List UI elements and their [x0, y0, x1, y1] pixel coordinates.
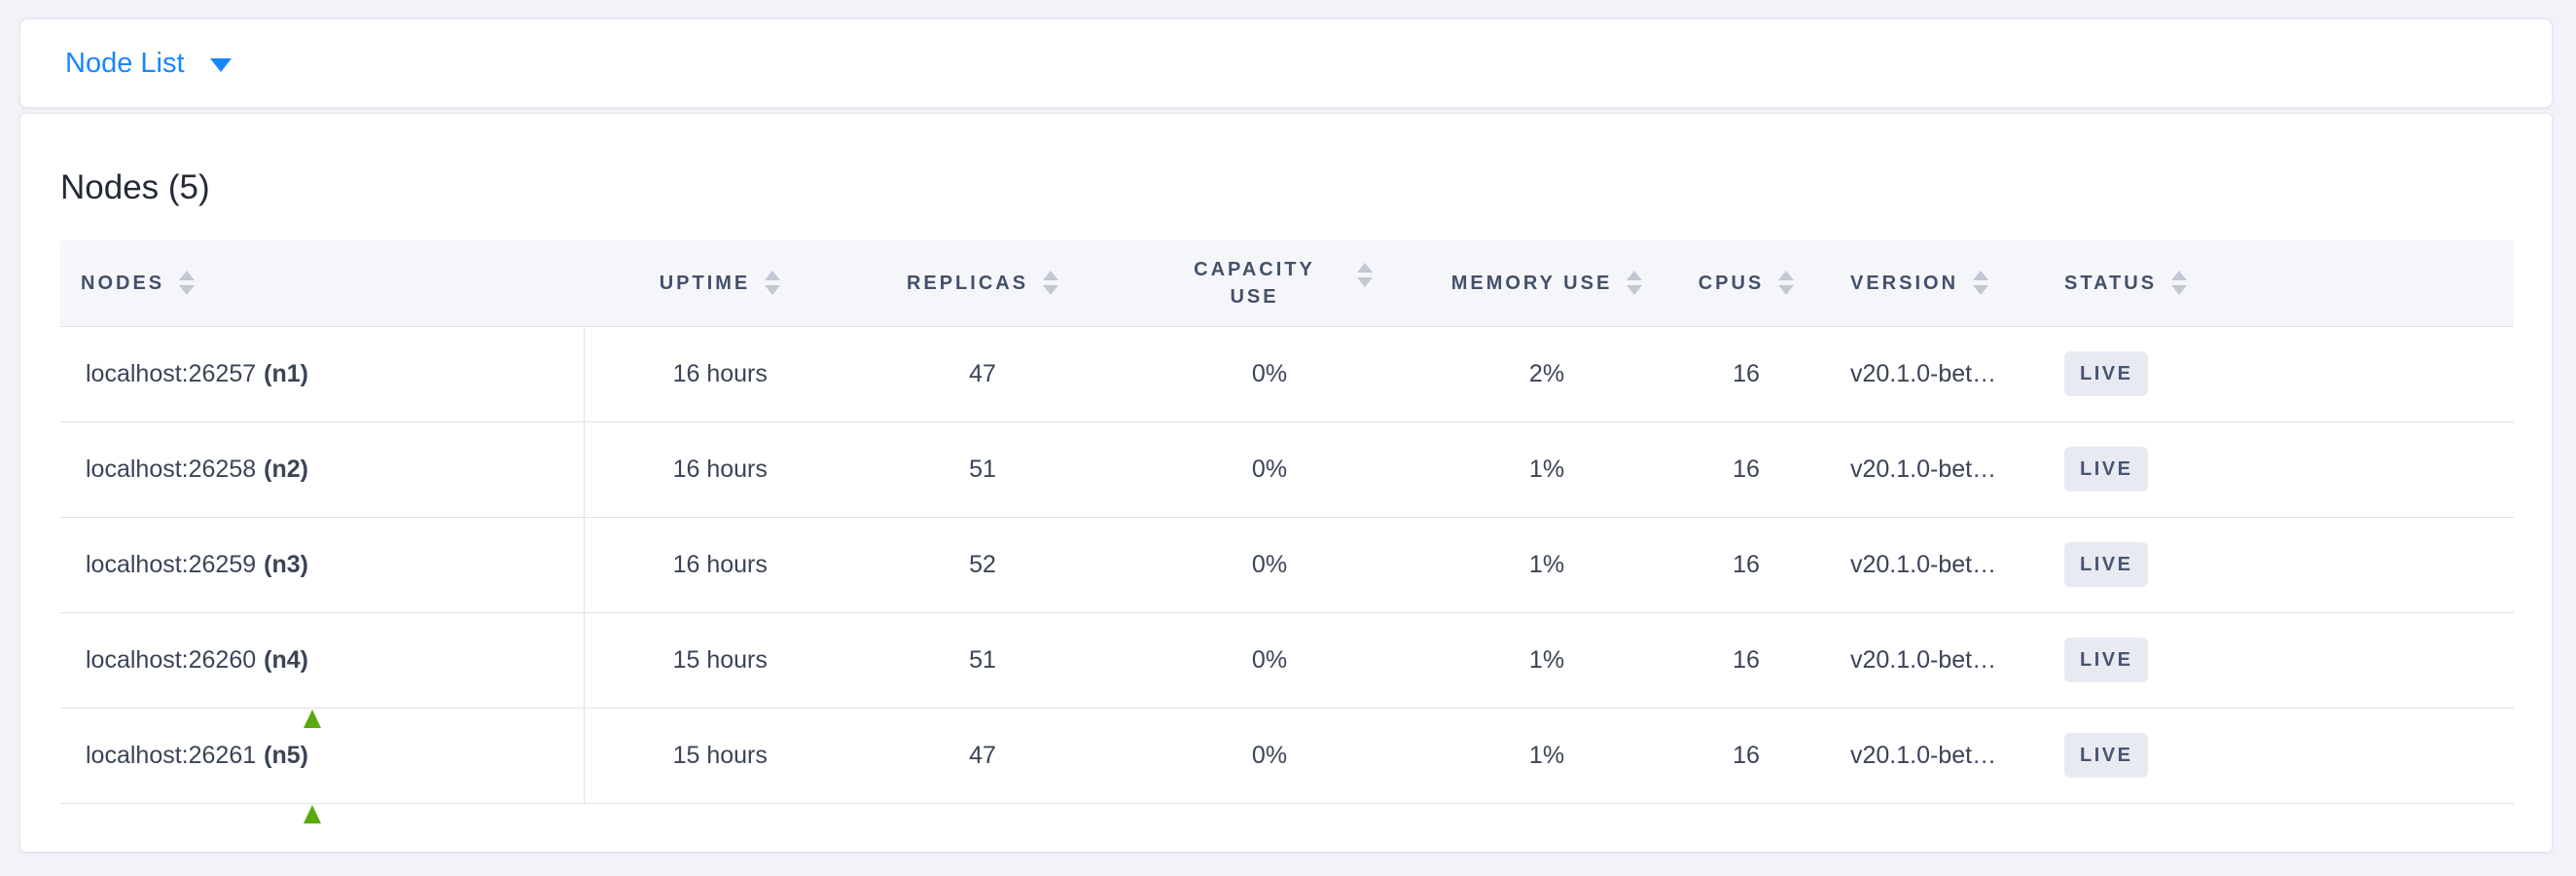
- column-header-memory-use[interactable]: MEMORY USE: [1430, 240, 1664, 327]
- node-id: (n1): [264, 359, 308, 387]
- node-address-cell: localhost:26259 (n3): [60, 517, 585, 613]
- capacity-use-cell: 0%: [1109, 708, 1430, 804]
- status-badge: LIVE: [2064, 351, 2149, 396]
- cpus-cell: 16: [1664, 517, 1829, 613]
- status-cell: LIVE: [2053, 612, 2514, 709]
- uptime-cell: 15 hours: [584, 612, 856, 709]
- node-address-cell: localhost:26258 (n2): [60, 421, 585, 518]
- cpus-cell: 16: [1664, 612, 1829, 709]
- sort-icon: [1356, 262, 1373, 287]
- sort-icon: [1043, 271, 1059, 296]
- memory-use-cell: 2%: [1430, 326, 1664, 422]
- status-badge: LIVE: [2064, 542, 2149, 587]
- sort-icon: [1973, 271, 1989, 296]
- sort-icon: [765, 271, 781, 296]
- memory-use-cell: 1%: [1430, 708, 1664, 804]
- status-badge: LIVE: [2064, 638, 2149, 682]
- cpus-cell: 16: [1664, 421, 1829, 518]
- status-badge: LIVE: [2064, 733, 2149, 778]
- node-address: localhost:26261: [86, 741, 257, 769]
- nodes-table: NODES UPTIME REPLICAS: [60, 240, 2514, 823]
- replicas-cell: 52: [856, 517, 1109, 613]
- column-header-capacity-use[interactable]: CAPACITY USE: [1109, 240, 1430, 327]
- annotation-arrow-up-icon: [304, 777, 321, 823]
- node-id: (n2): [264, 455, 308, 483]
- column-header-nodes[interactable]: NODES: [60, 240, 584, 327]
- column-header-replicas[interactable]: REPLICAS: [856, 240, 1109, 327]
- version-cell: v20.1.0-bet…: [1829, 612, 2053, 709]
- node-row[interactable]: localhost:26259 (n3) 16 hours 52 0% 1% 16…: [60, 517, 2514, 613]
- node-id: (n3): [264, 550, 308, 578]
- capacity-use-cell: 0%: [1109, 326, 1430, 422]
- sort-icon: [1627, 271, 1643, 296]
- memory-use-cell: 1%: [1430, 612, 1664, 709]
- view-dropdown-label: Node List: [65, 47, 185, 79]
- status-cell: LIVE: [2053, 708, 2514, 804]
- replicas-cell: 51: [856, 612, 1109, 709]
- uptime-cell: 16 hours: [584, 517, 856, 613]
- node-row[interactable]: localhost:26260 (n4) 15 hours 51 0% 1% 16…: [60, 612, 2514, 728]
- node-address-cell: localhost:26261 (n5): [60, 708, 585, 823]
- column-header-cpus[interactable]: CPUS: [1664, 240, 1829, 327]
- memory-use-cell: 1%: [1430, 517, 1664, 613]
- version-cell: v20.1.0-bet…: [1829, 517, 2053, 613]
- column-header-status[interactable]: STATUS: [2053, 240, 2514, 327]
- table-header-row: NODES UPTIME REPLICAS: [60, 240, 2514, 327]
- node-row[interactable]: localhost:26261 (n5) 15 hours 47 0% 1% 16…: [60, 708, 2514, 823]
- uptime-cell: 15 hours: [584, 708, 856, 804]
- version-cell: v20.1.0-bet…: [1829, 708, 2053, 804]
- version-cell: v20.1.0-bet…: [1829, 326, 2053, 422]
- uptime-cell: 16 hours: [584, 326, 856, 422]
- column-header-version[interactable]: VERSION: [1829, 240, 2053, 327]
- uptime-cell: 16 hours: [584, 421, 856, 518]
- chevron-down-icon: [209, 57, 232, 72]
- status-cell: LIVE: [2053, 421, 2514, 518]
- cpus-cell: 16: [1664, 708, 1829, 804]
- nodes-card: Nodes (5) NODES UPTIME: [19, 113, 2553, 853]
- sort-icon: [1778, 271, 1795, 296]
- view-dropdown[interactable]: Node List: [65, 47, 232, 79]
- version-cell: v20.1.0-bet…: [1829, 421, 2053, 518]
- capacity-use-cell: 0%: [1109, 612, 1430, 709]
- cpus-cell: 16: [1664, 326, 1829, 422]
- node-address-cell: localhost:26260 (n4): [60, 612, 585, 728]
- view-selector-bar: Node List: [19, 18, 2553, 108]
- replicas-cell: 47: [856, 708, 1109, 804]
- status-cell: LIVE: [2053, 517, 2514, 613]
- node-row[interactable]: localhost:26258 (n2) 16 hours 51 0% 1% 16…: [60, 421, 2514, 518]
- node-address: localhost:26259: [86, 550, 257, 578]
- replicas-cell: 51: [856, 421, 1109, 518]
- page-title: Nodes (5): [60, 168, 210, 206]
- capacity-use-cell: 0%: [1109, 517, 1430, 613]
- capacity-use-cell: 0%: [1109, 421, 1430, 518]
- memory-use-cell: 1%: [1430, 421, 1664, 518]
- sort-icon: [179, 271, 196, 296]
- node-address-cell: localhost:26257 (n1): [60, 326, 585, 422]
- node-id: (n5): [264, 741, 308, 769]
- node-row[interactable]: localhost:26257 (n1) 16 hours 47 0% 2% 16…: [60, 326, 2514, 422]
- sort-icon: [2171, 271, 2188, 296]
- column-header-uptime[interactable]: UPTIME: [584, 240, 856, 327]
- replicas-cell: 47: [856, 326, 1109, 422]
- node-address: localhost:26258: [86, 455, 257, 483]
- node-address: localhost:26257: [86, 359, 257, 387]
- status-cell: LIVE: [2053, 326, 2514, 422]
- status-badge: LIVE: [2064, 447, 2149, 492]
- node-id: (n4): [264, 645, 308, 674]
- node-address: localhost:26260: [86, 645, 257, 674]
